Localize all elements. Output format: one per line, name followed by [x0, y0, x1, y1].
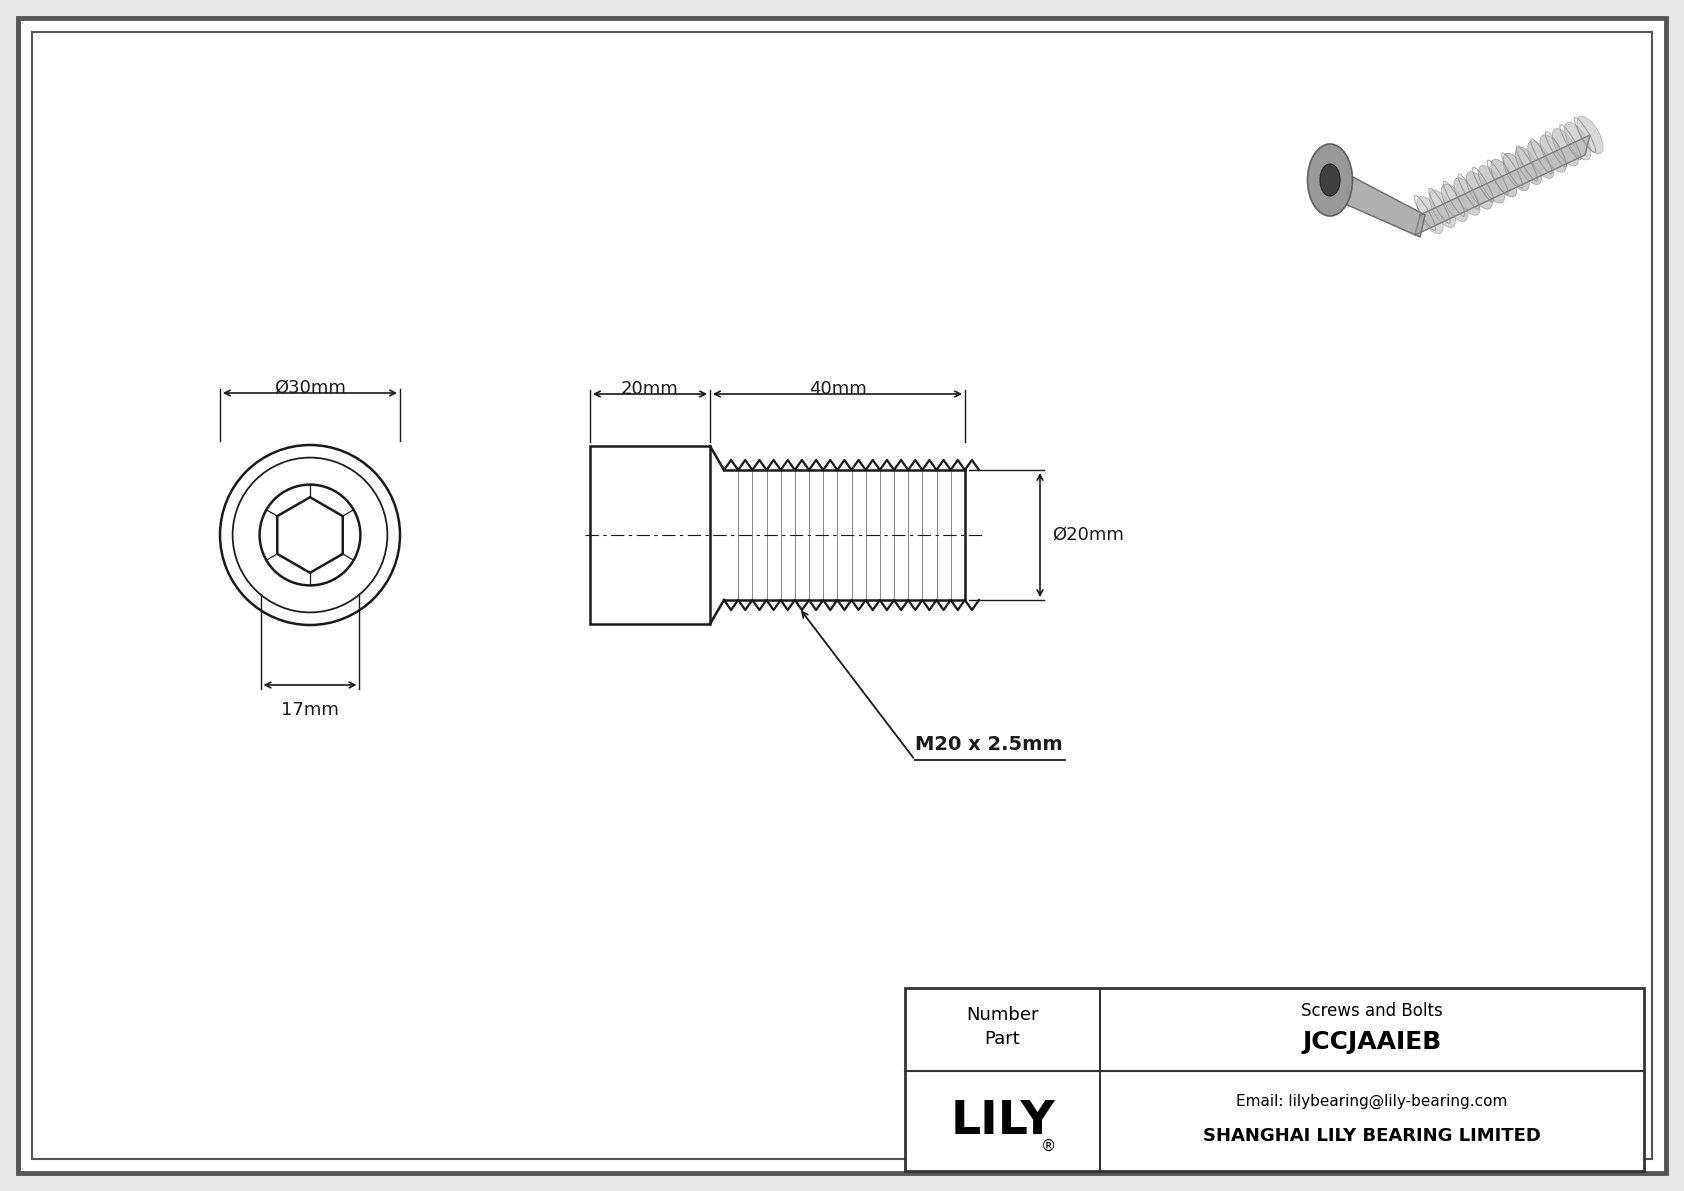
Ellipse shape — [1564, 123, 1591, 160]
Bar — [904, 989, 1644, 1171]
Text: Ø30mm: Ø30mm — [274, 379, 345, 397]
Ellipse shape — [1479, 166, 1504, 202]
Text: 40mm: 40mm — [808, 380, 866, 398]
Text: 20mm: 20mm — [621, 380, 679, 398]
Text: LILY: LILY — [950, 1098, 1054, 1143]
Ellipse shape — [1527, 141, 1554, 179]
Ellipse shape — [1442, 183, 1468, 222]
Ellipse shape — [1504, 154, 1529, 191]
Text: Screws and Bolts: Screws and Bolts — [1302, 1003, 1443, 1021]
Text: SHANGHAI LILY BEARING LIMITED: SHANGHAI LILY BEARING LIMITED — [1202, 1127, 1541, 1145]
Ellipse shape — [1539, 135, 1566, 173]
Ellipse shape — [1416, 197, 1443, 233]
Text: 17mm: 17mm — [281, 701, 338, 719]
Ellipse shape — [1553, 129, 1578, 166]
Text: M20 x 2.5mm: M20 x 2.5mm — [914, 735, 1063, 754]
Ellipse shape — [1576, 117, 1603, 154]
Ellipse shape — [1490, 160, 1517, 197]
Ellipse shape — [1467, 172, 1492, 210]
Text: Email: lilybearing@lily-bearing.com: Email: lilybearing@lily-bearing.com — [1236, 1093, 1507, 1109]
Text: Ø20mm: Ø20mm — [1052, 526, 1123, 544]
Text: Number: Number — [967, 1005, 1039, 1023]
Text: JCCJAAIEB: JCCJAAIEB — [1302, 1030, 1442, 1054]
Bar — [589, 445, 711, 624]
Text: Part: Part — [985, 1030, 1021, 1048]
Polygon shape — [1325, 166, 1425, 237]
Ellipse shape — [1453, 177, 1480, 216]
Ellipse shape — [1320, 164, 1340, 197]
Polygon shape — [1415, 135, 1590, 235]
Ellipse shape — [1430, 191, 1455, 227]
Ellipse shape — [1516, 146, 1541, 185]
Text: ®: ® — [1041, 1139, 1056, 1154]
Ellipse shape — [1307, 144, 1352, 216]
